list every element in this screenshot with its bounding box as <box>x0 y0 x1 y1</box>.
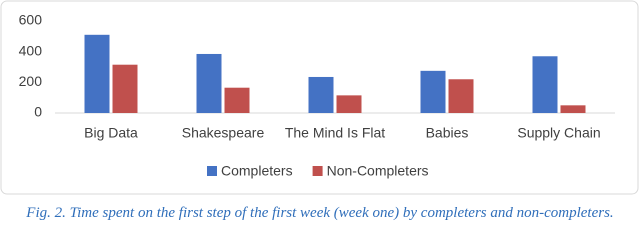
bar <box>308 76 334 113</box>
y-tick-label: 400 <box>19 42 43 58</box>
bar <box>336 95 362 113</box>
chart: 0 200 400 600 Big Data Shakespeare The Mind Is… <box>0 0 639 195</box>
x-tick-label: Babies <box>426 125 469 141</box>
x-tick-label: Big Data <box>84 125 138 141</box>
bar <box>112 64 138 113</box>
bar <box>84 34 110 113</box>
bar <box>448 79 474 113</box>
y-tick-label: 600 <box>19 12 43 28</box>
x-tick-label: The Mind Is Flat <box>285 125 385 141</box>
legend-swatch <box>312 166 323 176</box>
x-tick-label: Supply Chain <box>517 125 600 141</box>
bar <box>420 70 446 113</box>
legend-swatch <box>207 166 217 176</box>
bar <box>560 105 586 113</box>
chart-border <box>0 0 639 195</box>
y-tick-label: 0 <box>34 104 42 120</box>
legend-label: Completers <box>221 163 293 179</box>
y-tick-label: 200 <box>19 73 43 89</box>
legend-label: Non-Completers <box>327 163 429 179</box>
caption: Fig. 2. Time spent on the first step of … <box>26 205 614 221</box>
bar <box>224 87 250 113</box>
x-tick-label: Shakespeare <box>182 125 265 141</box>
bar <box>532 56 558 113</box>
bar <box>196 53 222 113</box>
page: 0 200 400 600 Big Data Shakespeare The Mind Is… <box>0 0 639 221</box>
